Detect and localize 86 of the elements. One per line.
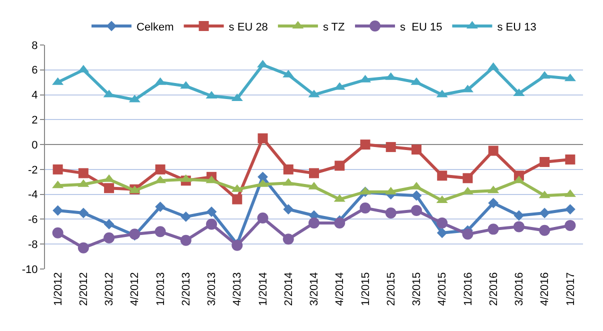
y-tick-label: 2 — [32, 114, 38, 127]
y-tick-label: -10 — [22, 264, 38, 276]
point — [257, 212, 268, 224]
point — [488, 198, 499, 208]
y-tick-label: 0 — [32, 139, 38, 152]
legend-label: Celkem — [136, 21, 174, 34]
point — [436, 228, 448, 238]
point — [411, 190, 422, 201]
x-tick-label: 2/2016 — [488, 272, 500, 306]
point — [283, 164, 294, 174]
x-tick-label: 3/2012 — [104, 272, 116, 306]
point — [540, 156, 550, 167]
point — [258, 172, 268, 182]
legend-label: s EU 28 — [228, 21, 268, 34]
point — [436, 217, 448, 228]
x-tick-label: 1/2012 — [52, 272, 64, 306]
point — [513, 221, 524, 232]
point — [309, 168, 319, 178]
x-tick-label: 3/2015 — [411, 272, 424, 306]
point — [78, 208, 89, 218]
point — [564, 204, 576, 214]
point — [360, 202, 371, 214]
point — [104, 219, 114, 230]
point — [155, 164, 166, 174]
legend-label: s EU 15 — [400, 21, 442, 34]
y-tick-label: -8 — [28, 238, 38, 251]
point — [539, 208, 550, 218]
point — [462, 228, 474, 240]
point — [206, 206, 217, 217]
point — [104, 232, 115, 244]
point — [360, 140, 370, 150]
x-tick-label: 1/2016 — [462, 272, 474, 306]
x-tick-label: 3/2013 — [206, 272, 218, 306]
x-tick-label: 4/2012 — [129, 272, 142, 306]
y-tick-label: -4 — [28, 189, 38, 202]
point — [154, 226, 166, 238]
point — [514, 210, 524, 221]
point — [488, 146, 498, 156]
point — [206, 218, 218, 230]
point — [308, 217, 320, 228]
point — [283, 204, 294, 214]
y-tick-label: 6 — [32, 64, 38, 77]
x-tick-label: 4/2016 — [539, 272, 552, 306]
point — [565, 154, 576, 164]
x-tick-label: 4/2014 — [334, 272, 346, 306]
point — [232, 194, 242, 204]
x-tick-label: 1/2017 — [564, 272, 577, 306]
legend-label: s TZ — [322, 21, 346, 34]
x-tick-label: 1/2014 — [257, 272, 270, 306]
y-tick-label: -2 — [28, 164, 38, 176]
point — [386, 142, 396, 152]
point — [180, 212, 192, 222]
y-tick-label: 8 — [32, 40, 38, 52]
x-tick-label: 2/2013 — [180, 272, 192, 306]
point — [52, 227, 64, 238]
x-tick-label: 4/2013 — [232, 272, 244, 306]
point — [488, 224, 499, 235]
x-tick-label: 3/2016 — [514, 272, 526, 306]
point — [155, 202, 166, 212]
x-tick-label: 1/2015 — [360, 272, 372, 306]
point — [258, 133, 268, 144]
x-tick-label: 2/2015 — [385, 272, 398, 306]
point — [282, 234, 294, 245]
point — [462, 173, 473, 184]
x-tick-label: 4/2015 — [436, 272, 449, 306]
y-tick-label: -6 — [28, 214, 38, 226]
point — [411, 144, 422, 155]
x-tick-label: 2/2014 — [282, 272, 295, 306]
point — [539, 224, 550, 236]
point — [334, 217, 346, 228]
point — [52, 205, 64, 216]
point — [78, 168, 88, 178]
point — [410, 205, 422, 216]
legend-label: s EU 13 — [497, 21, 536, 34]
point — [564, 220, 576, 231]
point — [437, 170, 448, 181]
x-tick-label: 1/2013 — [154, 272, 167, 306]
point — [385, 208, 396, 218]
point — [52, 164, 63, 174]
x-tick-label: 2/2012 — [78, 272, 90, 306]
point — [334, 160, 345, 171]
y-tick-label: 4 — [32, 90, 38, 102]
point — [104, 183, 114, 194]
x-tick-label: 3/2014 — [308, 272, 321, 306]
point — [78, 242, 89, 254]
point — [180, 234, 192, 246]
